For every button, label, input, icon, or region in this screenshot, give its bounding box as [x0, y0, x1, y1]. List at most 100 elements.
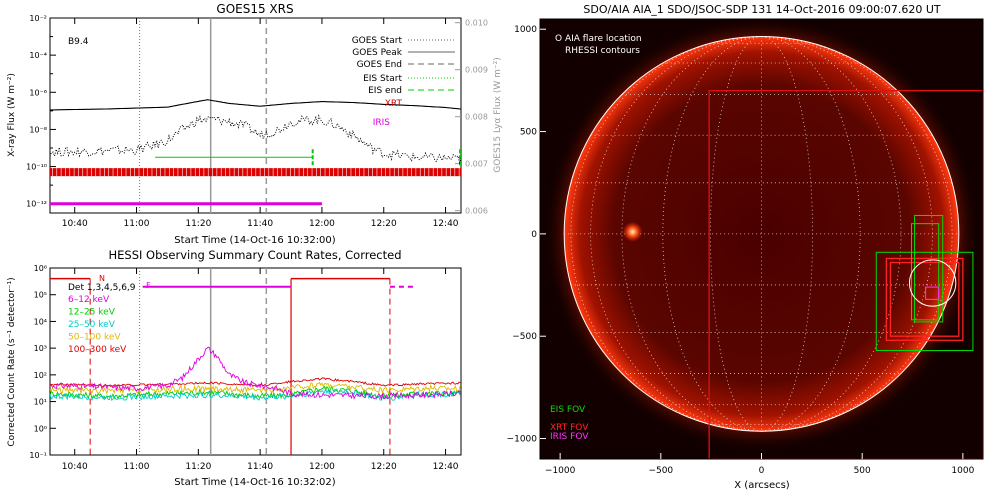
aia-legend-top-1: RHESSI contours [565, 46, 640, 56]
hessi-markers [50, 268, 415, 455]
goes-y-axis: 10⁻² 10⁻⁴ 10⁻⁶ 10⁻⁸ 10⁻¹⁰ 10⁻¹² [26, 14, 56, 209]
aia-y-tick-label: −500 [512, 332, 537, 342]
hessi-x-tick-label: 11:20 [185, 462, 211, 472]
fov-box-eis [875, 251, 974, 352]
goes-annotation: B9.4 [68, 37, 89, 47]
grid-longitude [710, 36, 762, 432]
hessi-y-tick-label: 10⁰ [34, 424, 47, 433]
hessi-legend-2: 25–50 keV [68, 320, 116, 330]
hessi-y-tick-label: 10⁵ [34, 291, 47, 300]
sun-limb [563, 36, 960, 432]
hessi-x-tick-label: 11:40 [247, 462, 273, 472]
hessi-x-tick-label: 10:40 [62, 462, 88, 472]
fov-box-xrt [889, 261, 960, 337]
hessi-y-axis: 10⁶ 10⁵ 10⁴ 10³ 10² 10¹ 10⁰ 10⁻¹ [29, 264, 56, 460]
fov-box-xrt [708, 89, 983, 459]
hessi-series-2 [50, 386, 461, 402]
aia-legend-2: IRIS FOV [550, 432, 589, 442]
aia-x-tick-label: 500 [854, 466, 871, 476]
aia-y-tick-label: 0 [531, 230, 537, 240]
fov-box-xrt [885, 257, 964, 341]
goes-markers [50, 18, 461, 213]
hessi-y-tick-label: 10⁴ [34, 317, 47, 326]
goes-y-right-tick-label: 0.006 [465, 207, 488, 216]
flare-location-circle [909, 259, 957, 307]
goes-x-tick-label: 12:00 [309, 219, 335, 229]
goes-y-tick-label: 10⁻⁸ [29, 125, 47, 134]
grid-longitude [570, 36, 762, 432]
goes-x-tick-label: 12:20 [371, 219, 397, 229]
hessi-panel: HESSI Observing Summary Count Rates, Cor… [7, 248, 462, 488]
hessi-xlabel: Start Time (14-Oct-16 10:32:02) [174, 477, 335, 488]
legend-goes-start: GOES Start [352, 36, 403, 46]
hessi-plot-frame [49, 267, 462, 456]
goes-y-tick-label: 10⁻¹⁰ [26, 163, 47, 172]
hessi-legend-3: 50–100 keV [68, 333, 121, 343]
aia-x-tick-label: −500 [648, 466, 673, 476]
goes-y-right-tick-label: 0.008 [465, 113, 488, 122]
hessi-legend-4: 100–300 keV [68, 345, 127, 355]
hessi-series-4 [50, 377, 461, 387]
hessi-flag-n: N [99, 274, 105, 283]
grid-longitude [761, 36, 861, 432]
aia-x-axis: −1000 −500 0 500 1000 [545, 453, 975, 476]
goes-y-tick-label: 10⁻⁶ [29, 88, 47, 97]
hessi-legend-0: 6–12 keV [68, 295, 110, 305]
fov-box-iris [925, 286, 940, 300]
grid-longitude [761, 36, 813, 432]
hessi-series-1 [50, 385, 461, 400]
goes-y-right-tick-label: 0.010 [465, 19, 488, 28]
goes-panel: GOES15 XRS 10⁻² 10⁻⁴ 10⁻⁶ 10⁻⁸ 10⁻¹⁰ 10⁻¹² 0.… [7, 2, 503, 246]
xrt-bar [50, 168, 461, 177]
goes-ylabel: X-ray Flux (W m⁻²) [7, 73, 17, 157]
grid-longitude [761, 36, 953, 432]
goes-y-right-tick-label: 0.009 [465, 66, 488, 75]
legend-iris: IRIS [373, 118, 391, 128]
hessi-y-tick-label: 10¹ [34, 398, 47, 407]
goes-x-tick-label: 11:00 [124, 219, 150, 229]
hessi-y-tick-label: 10² [34, 371, 47, 380]
aia-panel: SDO/AIA AIA_1 SDO/JSOC-SDP 131 14-Oct-20… [507, 3, 984, 491]
goes-x-axis: 10:40 11:00 11:20 11:40 12:00 12:20 12:40 [62, 18, 459, 229]
grid-longitude [662, 36, 762, 432]
hessi-x-tick-label: 12:40 [433, 462, 459, 472]
goes-title: GOES15 XRS [216, 2, 293, 16]
goes-xlabel: Start Time (14-Oct-16 10:32:00) [174, 235, 335, 246]
hessi-x-tick-label: 12:00 [309, 462, 335, 472]
hessi-y-tick-label: 10³ [34, 344, 47, 353]
hessi-ylabel: Corrected Count Rate (s⁻¹ detector⁻¹) [7, 277, 17, 446]
heliographic-grid [564, 36, 959, 432]
aia-y-tick-label: 1000 [514, 25, 537, 35]
goes-series-0 [50, 99, 461, 111]
hessi-title: HESSI Observing Summary Count Rates, Cor… [108, 248, 401, 262]
goes-series-1 [50, 114, 461, 165]
goes-y-tick-label: 10⁻¹² [26, 200, 47, 209]
hessi-series [50, 346, 461, 402]
aia-y-tick-label: −1000 [507, 435, 538, 445]
aia-title: SDO/AIA AIA_1 SDO/JSOC-SDP 131 14-Oct-20… [583, 3, 941, 16]
hessi-x-tick-label: 12:20 [371, 462, 397, 472]
goes-y-tick-label: 10⁻⁴ [29, 51, 47, 60]
legend-xrt: XRT [385, 99, 403, 109]
goes-series [50, 99, 461, 165]
aia-legend-top-0: O AIA flare location [555, 34, 642, 44]
hessi-x-axis: 10:40 11:00 11:20 11:40 12:00 12:20 12:40 [62, 268, 459, 472]
hessi-x-tick-label: 11:00 [124, 462, 150, 472]
hessi-legend-title: Det 1,3,4,5,6,9 [68, 283, 136, 293]
hessi-y-tick-label: 10⁻¹ [29, 451, 47, 460]
hessi-legend: Det 1,3,4,5,6,9 6–12 keV 12–25 keV 25–50 k… [68, 283, 136, 355]
aia-y-tick-label: 500 [520, 128, 537, 138]
legend-goes-end: GOES End [357, 60, 402, 70]
fov-box-eis [911, 223, 940, 321]
bright-spot [622, 221, 643, 242]
aia-xlabel: X (arcsecs) [734, 480, 790, 491]
aia-y-axis: 1000 500 0 −500 −1000 [507, 25, 546, 445]
aia-x-tick-label: 0 [759, 466, 765, 476]
goes-y-right-axis: 0.010 0.009 0.008 0.007 0.006 [455, 19, 488, 216]
legend-goes-peak: GOES Peak [352, 48, 402, 58]
goes-y-right-tick-label: 0.007 [465, 160, 488, 169]
hessi-legend-1: 12–25 keV [68, 308, 116, 318]
goes-x-tick-label: 11:40 [247, 219, 273, 229]
